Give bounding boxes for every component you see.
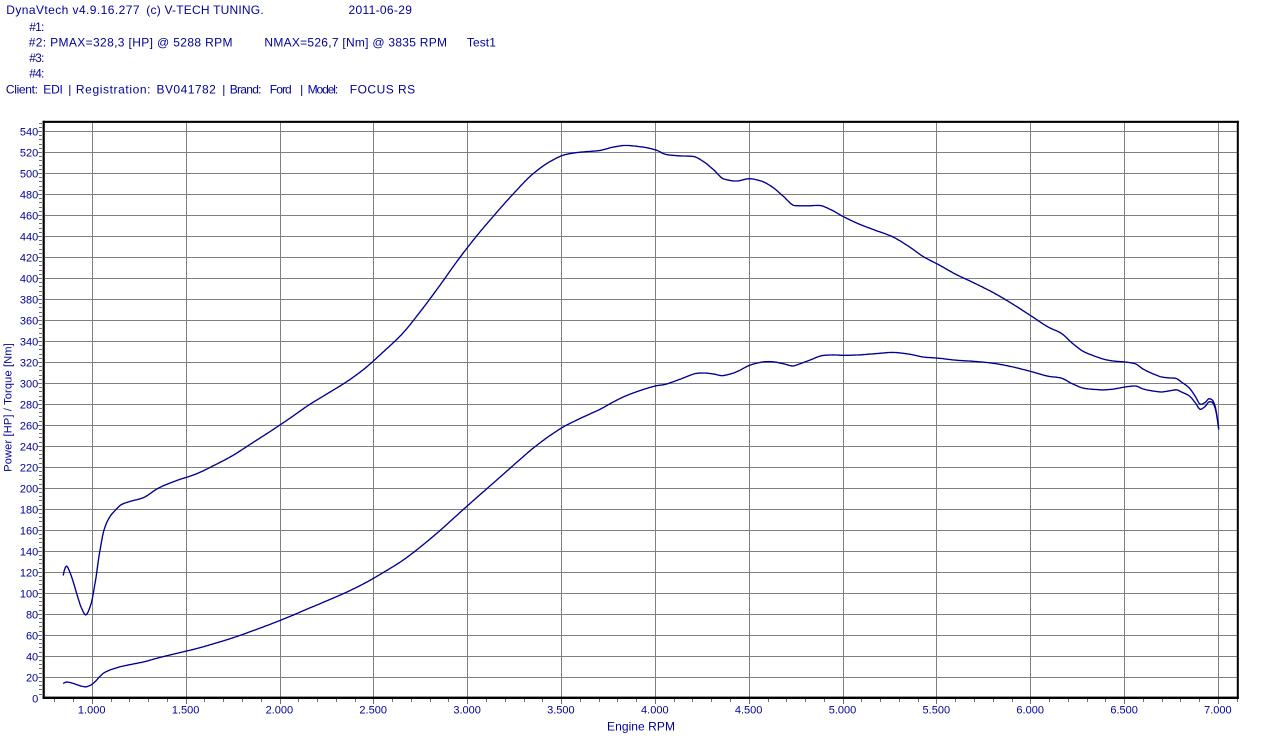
svg-text:500: 500 [20, 169, 38, 181]
svg-text:5.000: 5.000 [829, 705, 857, 717]
svg-text:360: 360 [20, 315, 38, 327]
svg-text:2011-06-29: 2011-06-29 [349, 3, 413, 17]
svg-text:EDI: EDI [43, 83, 63, 97]
svg-text:3.500: 3.500 [547, 705, 575, 717]
svg-text:3.000: 3.000 [453, 705, 481, 717]
svg-text:|: | [300, 83, 303, 97]
svg-text:520: 520 [20, 148, 38, 160]
svg-text:Model:: Model: [308, 83, 339, 97]
svg-text:280: 280 [20, 399, 38, 411]
svg-text:400: 400 [20, 273, 38, 285]
svg-text:Client:: Client: [6, 83, 38, 97]
svg-text:(c) V-TECH TUNING.: (c) V-TECH TUNING. [146, 3, 263, 17]
svg-text:140: 140 [20, 546, 38, 558]
svg-text:320: 320 [20, 357, 38, 369]
svg-text:80: 80 [26, 609, 38, 621]
svg-text:6.000: 6.000 [1016, 705, 1044, 717]
svg-text:#4:: #4: [29, 67, 44, 81]
svg-text:440: 440 [20, 232, 38, 244]
svg-text:60: 60 [26, 630, 38, 642]
svg-text:7.000: 7.000 [1204, 705, 1232, 717]
svg-text:2.500: 2.500 [359, 705, 387, 717]
svg-text:Power [HP] / Torque [Nm]: Power [HP] / Torque [Nm] [3, 343, 15, 472]
svg-text:#3:: #3: [29, 51, 44, 65]
svg-text:4.000: 4.000 [641, 705, 669, 717]
svg-text:BV041782: BV041782 [157, 83, 217, 97]
svg-text:160: 160 [20, 525, 38, 537]
svg-text:380: 380 [20, 294, 38, 306]
svg-text:220: 220 [20, 462, 38, 474]
svg-text:240: 240 [20, 441, 38, 453]
svg-text:260: 260 [20, 420, 38, 432]
svg-text:2.000: 2.000 [266, 705, 294, 717]
svg-text:200: 200 [20, 483, 38, 495]
svg-text:#2: PMAX=328,3 [HP] @ 5288 RPM: #2: PMAX=328,3 [HP] @ 5288 RPM [29, 36, 233, 50]
svg-text:100: 100 [20, 588, 38, 600]
svg-text:6.500: 6.500 [1110, 705, 1138, 717]
svg-text:|: | [68, 83, 71, 97]
svg-text:Ford: Ford [270, 83, 292, 97]
svg-text:300: 300 [20, 378, 38, 390]
svg-text:120: 120 [20, 567, 38, 579]
svg-text:340: 340 [20, 336, 38, 348]
svg-text:4.500: 4.500 [735, 705, 763, 717]
svg-text:5.500: 5.500 [923, 705, 951, 717]
svg-text:180: 180 [20, 504, 38, 516]
svg-text:Registration:: Registration: [76, 83, 151, 97]
svg-text:|: | [222, 83, 225, 97]
svg-text:480: 480 [20, 190, 38, 202]
svg-text:20: 20 [26, 672, 38, 684]
svg-text:540: 540 [20, 127, 38, 139]
svg-text:0: 0 [32, 693, 38, 705]
svg-text:Engine RPM: Engine RPM [607, 719, 675, 733]
svg-text:DynaVtech v4.9.16.277: DynaVtech v4.9.16.277 [6, 3, 140, 17]
svg-text:460: 460 [20, 211, 38, 223]
svg-text:NMAX=526,7 [Nm] @ 3835 RPM: NMAX=526,7 [Nm] @ 3835 RPM [264, 36, 447, 50]
svg-text:Test1: Test1 [467, 36, 496, 50]
svg-text:1.500: 1.500 [172, 705, 200, 717]
svg-text:40: 40 [26, 651, 38, 663]
svg-text:Brand:: Brand: [230, 83, 262, 97]
svg-text:FOCUS RS: FOCUS RS [350, 83, 415, 97]
svg-text:#1:: #1: [29, 20, 44, 34]
svg-text:1.000: 1.000 [78, 705, 106, 717]
svg-text:420: 420 [20, 253, 38, 265]
